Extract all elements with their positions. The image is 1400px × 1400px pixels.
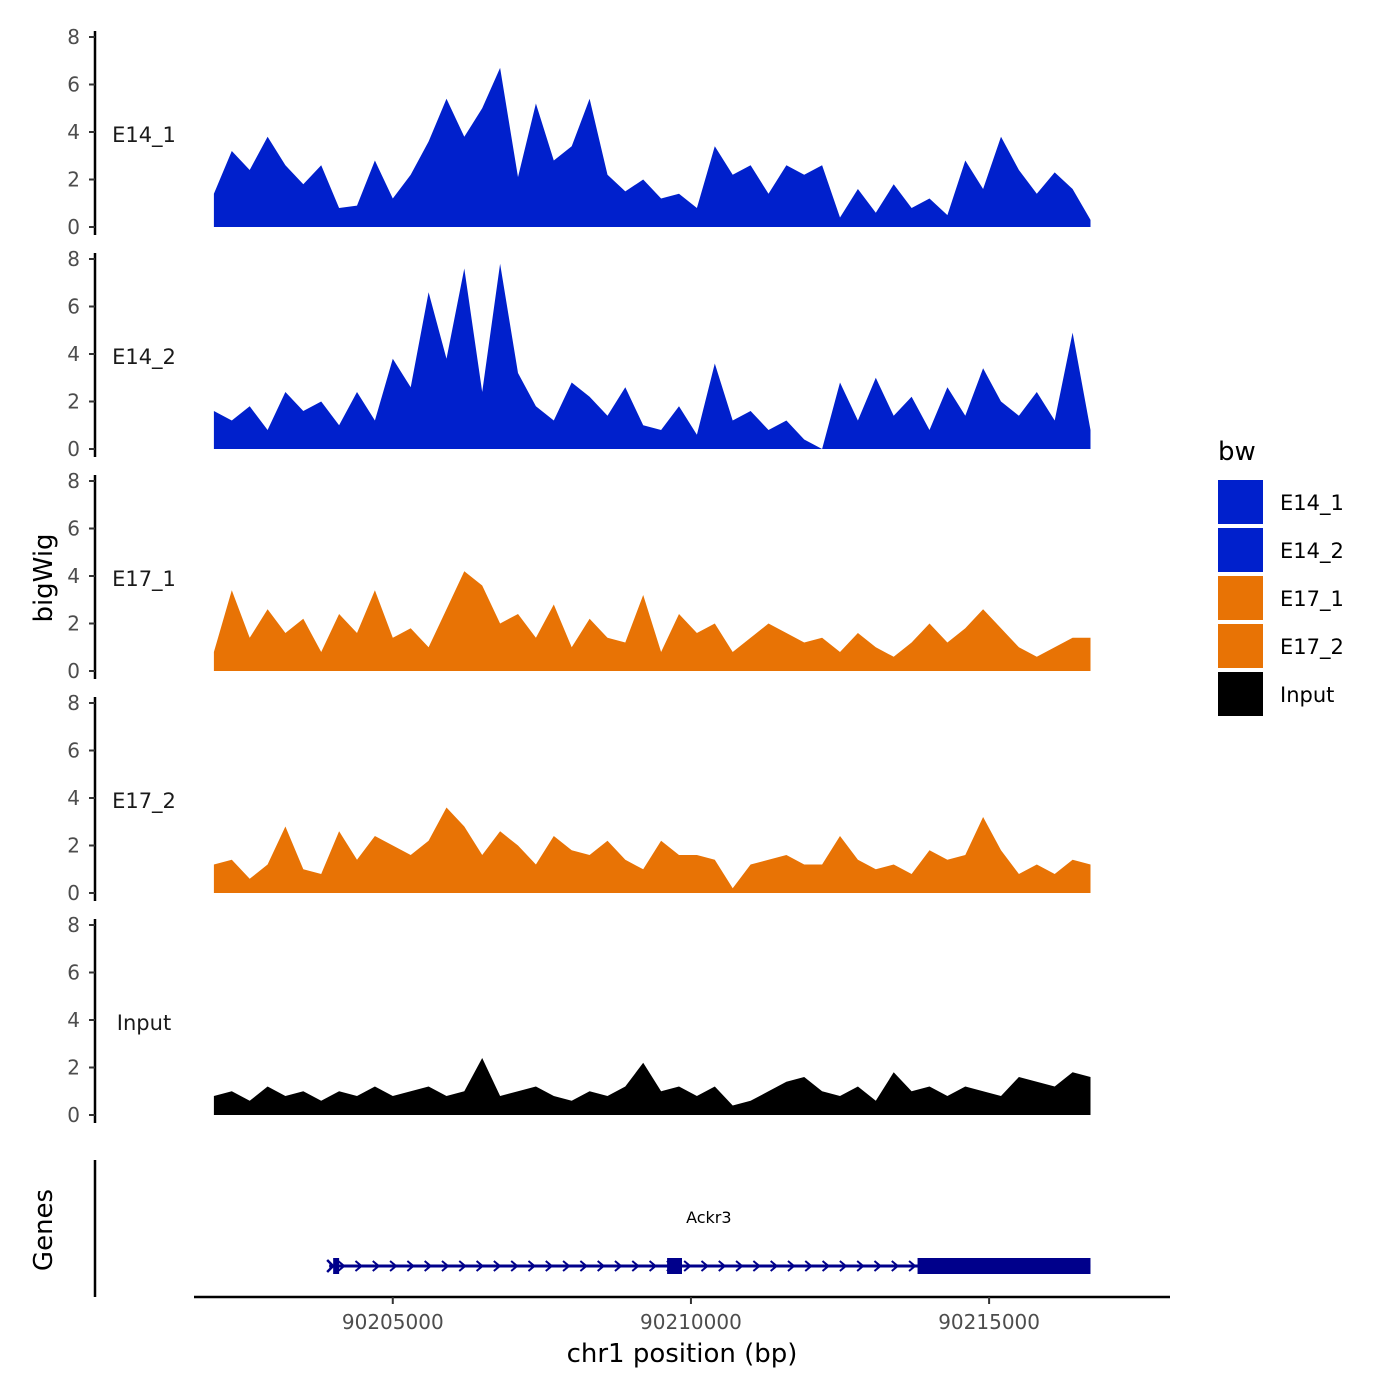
strand-arrow [821, 1260, 831, 1272]
y-tick-label: 8 [67, 691, 80, 715]
track-label: E14_1 [112, 123, 176, 148]
strand-arrow [631, 1260, 640, 1272]
track-e17-2: 0 2 4 6 8 E17_2 [67, 691, 1091, 905]
legend-swatch [1218, 528, 1263, 572]
strand-arrow [441, 1260, 450, 1272]
strand-arrow [510, 1260, 519, 1272]
strand-arrow [424, 1260, 433, 1272]
legend-label: E14_1 [1280, 491, 1344, 516]
legend-swatch [1218, 672, 1263, 716]
y-tick-label: 0 [67, 881, 80, 905]
y-tick-label: 2 [67, 612, 80, 636]
strand-arrow [337, 1260, 346, 1272]
strand-arrow [614, 1260, 623, 1272]
gene-name-label: Ackr3 [686, 1208, 731, 1227]
y-tick-label: 0 [67, 437, 80, 461]
strand-arrow [735, 1260, 744, 1272]
y-tick-label: 4 [67, 564, 80, 588]
gene-exon [333, 1258, 340, 1274]
y-tick-label: 2 [67, 168, 80, 192]
y-tick-label: 2 [67, 390, 80, 414]
y-tick-label: 6 [67, 961, 80, 985]
y-tick-label: 4 [67, 786, 80, 810]
legend: bw E14_1 E14_2 E17_1 E17_2 Input [1218, 437, 1344, 716]
track-label: Input [117, 1011, 171, 1035]
strand-arrow [527, 1260, 537, 1272]
track-e17-1: 0 2 4 6 8 E17_1 [67, 469, 1091, 683]
strand-arrow [752, 1260, 761, 1272]
strand-arrow [493, 1260, 502, 1272]
x-tick-label: 90205000 [342, 1310, 444, 1334]
y-tick-label: 0 [67, 1103, 80, 1127]
gene-exon [667, 1258, 682, 1274]
track-input: 0 2 4 6 8 Input [67, 913, 1091, 1127]
track-label: E17_2 [112, 789, 176, 814]
y-tick-label: 6 [67, 73, 80, 97]
legend-label: E17_1 [1280, 587, 1344, 612]
y-tick-label: 6 [67, 517, 80, 541]
y-tick-label: 4 [67, 120, 80, 144]
legend-swatch [1218, 624, 1263, 668]
strand-arrow [873, 1260, 883, 1272]
y-tick-label: 8 [67, 913, 80, 937]
y-tick-label: 8 [67, 247, 80, 271]
strand-arrow [406, 1260, 415, 1272]
x-tick-label: 90215000 [938, 1310, 1040, 1334]
legend-swatch [1218, 480, 1263, 524]
strand-arrow [856, 1260, 865, 1272]
strand-arrow [372, 1260, 381, 1272]
strand-arrow [839, 1260, 848, 1272]
strand-arrow [562, 1260, 571, 1272]
gene-exon [917, 1258, 1091, 1274]
strand-arrow [354, 1260, 364, 1272]
strand-arrow [804, 1260, 813, 1272]
y-tick-label: 8 [67, 25, 80, 49]
legend-label: E17_2 [1280, 635, 1344, 660]
strand-arrow [475, 1260, 485, 1272]
track-e14-1: 0 2 4 6 8 E14_1 [67, 25, 1091, 239]
legend-label: Input [1280, 683, 1334, 707]
y-tick-label: 0 [67, 215, 80, 239]
strand-arrow [891, 1260, 900, 1272]
y-tick-label: 2 [67, 834, 80, 858]
strand-arrow [389, 1260, 398, 1272]
strand-arrow [908, 1260, 917, 1272]
track-e14-2: 0 2 4 6 8 E14_2 [67, 247, 1091, 461]
coverage-area [213, 263, 1091, 449]
y-tick-label: 2 [67, 1056, 80, 1080]
track-label: E17_1 [112, 567, 176, 592]
x-axis-title: chr1 position (bp) [567, 1339, 798, 1369]
coverage-area [213, 67, 1091, 228]
legend-label: E14_2 [1280, 539, 1344, 564]
strand-arrow [458, 1260, 467, 1272]
strand-arrow [326, 1259, 335, 1273]
x-tick-label: 90210000 [640, 1310, 742, 1334]
y-tick-label: 6 [67, 295, 80, 319]
track-label: E14_2 [112, 345, 176, 370]
y-tick-label: 6 [67, 739, 80, 763]
strand-arrow [700, 1260, 710, 1272]
genes-axis-title: Genes [29, 1189, 59, 1271]
strand-arrow [579, 1260, 588, 1272]
y-tick-label: 8 [67, 469, 80, 493]
strand-arrow [545, 1260, 554, 1272]
coverage-area [213, 807, 1091, 893]
coverage-area [213, 1058, 1091, 1115]
coverage-area [213, 571, 1091, 671]
y-tick-label: 4 [67, 1008, 80, 1032]
y-tick-label: 0 [67, 659, 80, 683]
legend-title: bw [1218, 437, 1256, 467]
strand-arrow [787, 1260, 796, 1272]
strand-arrow [597, 1260, 606, 1272]
strand-arrow [648, 1260, 658, 1272]
y-tick-label: 4 [67, 342, 80, 366]
y-axis-title: bigWig [29, 533, 59, 622]
strand-arrow [683, 1260, 692, 1272]
strand-arrow [718, 1260, 727, 1272]
strand-arrow [770, 1260, 779, 1272]
legend-swatch [1218, 576, 1263, 620]
